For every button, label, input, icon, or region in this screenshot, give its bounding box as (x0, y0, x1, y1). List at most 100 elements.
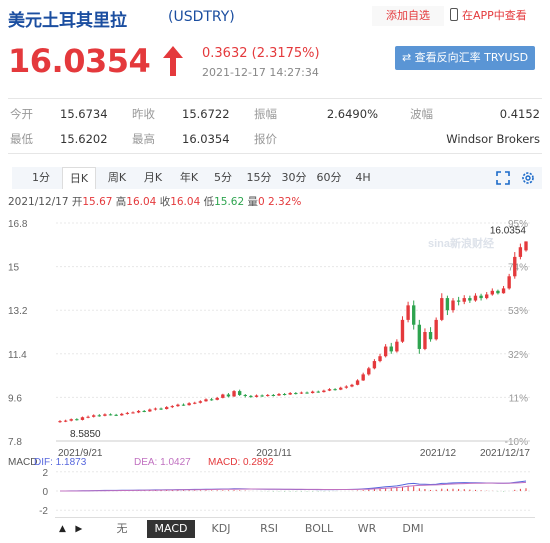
stats-panel: 今开 15.6734 昨收 15.6722 振幅 2.6490% 波幅 0.41… (8, 98, 542, 154)
candle (445, 298, 450, 311)
candle (97, 415, 101, 417)
candle (462, 298, 466, 302)
x-tick-label: 2021/12 (420, 448, 457, 459)
view-in-app-label: 在APP中查看 (462, 9, 527, 22)
candle (367, 368, 371, 375)
candle (294, 393, 298, 395)
candle (468, 298, 472, 301)
indicator-wr[interactable]: WR (357, 522, 377, 535)
ohlc-open: 15.67 (82, 196, 113, 208)
candle (142, 410, 146, 412)
candle (479, 295, 483, 299)
tab-yearly[interactable]: 年K (179, 171, 199, 184)
candle (75, 419, 79, 421)
candle (355, 380, 360, 385)
tab-1min[interactable]: 1分 (32, 171, 50, 184)
indicator-none[interactable]: 无 (116, 522, 128, 535)
tab-30min[interactable]: 30分 (281, 171, 307, 184)
pct-tick-label: 95% (508, 219, 528, 230)
candle (451, 300, 455, 311)
candle (193, 402, 197, 404)
instrument-code: (USDTRY) (168, 9, 235, 25)
macd-name: MACD (8, 457, 37, 468)
candle (215, 397, 219, 400)
watermark: sina新浪财经 (428, 236, 494, 250)
candle (395, 341, 399, 352)
candle (131, 412, 135, 414)
wave-value: 0.4152 (499, 107, 540, 121)
x-tick-label: 2021/12/17 (480, 448, 530, 459)
candle (260, 395, 264, 397)
quote-source-label: 报价 (254, 132, 277, 146)
amplitude-value: 2.6490% (326, 107, 378, 121)
candle (80, 417, 85, 420)
candle (114, 414, 118, 416)
candle (327, 389, 332, 391)
min-price-label: 8.5850 (70, 429, 101, 440)
tab-monthly[interactable]: 月K (143, 171, 163, 184)
candle (440, 298, 444, 320)
indicator-macd[interactable]: MACD (147, 520, 195, 538)
ohlc-readout: 2021/12/17 开15.67 高16.04 收16.04 低15.62 量… (8, 194, 301, 209)
max-price-label: 16.0354 (490, 225, 527, 236)
macd-dea-line (60, 481, 527, 492)
candle (266, 394, 270, 396)
tab-5min[interactable]: 5分 (214, 171, 232, 184)
up-arrow-icon (163, 46, 183, 76)
candle (350, 384, 354, 387)
candle (226, 394, 231, 397)
fullscreen-icon[interactable] (496, 171, 510, 185)
y-tick-label: 9.6 (8, 393, 22, 404)
candle (181, 404, 186, 406)
candle (209, 399, 214, 401)
tab-60min[interactable]: 60分 (316, 171, 342, 184)
candle (490, 290, 494, 295)
indicator-kdj[interactable]: KDJ (211, 522, 231, 535)
indicator-rsi[interactable]: RSI (260, 522, 278, 535)
ohlc-date: 2021/12/17 (8, 196, 69, 208)
candle (316, 391, 320, 393)
low-value: 15.6202 (60, 132, 108, 146)
macd-value-label: MACD: 0.2892 (208, 457, 274, 468)
candle (322, 390, 326, 393)
kline-chart[interactable]: 16.8 95% 15 74% 13.2 53% 11.4 32% 9.6 11% 7.8 -10% s… (0, 210, 550, 518)
ohlc-high-label: 高 (115, 196, 127, 208)
candle (204, 399, 208, 402)
phone-icon (450, 8, 458, 21)
candle (473, 295, 478, 301)
candle (412, 305, 416, 325)
scroll-left-icon[interactable]: ▲ (59, 524, 66, 534)
candle (86, 416, 90, 418)
candle (299, 392, 304, 394)
ohlc-high: 16.04 (126, 196, 157, 208)
candle (310, 391, 315, 394)
candle (339, 387, 343, 390)
settings-gear-icon[interactable] (520, 170, 536, 186)
indicator-dmi[interactable]: DMI (402, 522, 424, 535)
candle (428, 332, 433, 340)
macd-y-tick-label: 2 (42, 468, 48, 479)
reverse-rate-label: 查看反向汇率 TRYUSD (414, 51, 529, 64)
candle (164, 407, 169, 410)
indicator-boll[interactable]: BOLL (304, 522, 334, 535)
tab-weekly[interactable]: 周K (107, 171, 127, 184)
reverse-rate-button[interactable]: ⇄ 查看反向汇率 TRYUSD (395, 46, 535, 70)
view-in-app-link[interactable]: 在APP中查看 (450, 6, 527, 26)
period-tabs: 1分 日K 周K 月K 年K 5分 15分 30分 60分 4H (12, 167, 542, 189)
x-tick-label: 2021/9/21 (58, 448, 103, 459)
candle (406, 305, 410, 320)
candle (434, 319, 438, 340)
scroll-right-icon[interactable]: ▲ (73, 525, 84, 533)
candle (221, 394, 225, 398)
indicator-bar: ▲ ▲ 无 MACD KDJ RSI BOLL WR DMI (55, 517, 535, 538)
y-tick-label: 16.8 (8, 219, 28, 230)
tab-15min[interactable]: 15分 (246, 171, 272, 184)
macd-dea-label: DEA: 1.0427 (134, 457, 191, 468)
tab-daily[interactable]: 日K (62, 167, 96, 189)
candle (125, 412, 130, 414)
candle (170, 406, 174, 408)
candle (305, 392, 309, 394)
add-watchlist-button[interactable]: 添加自选 (372, 6, 444, 26)
prev-close-label: 昨收 (132, 107, 155, 121)
tab-4h[interactable]: 4H (355, 171, 371, 184)
